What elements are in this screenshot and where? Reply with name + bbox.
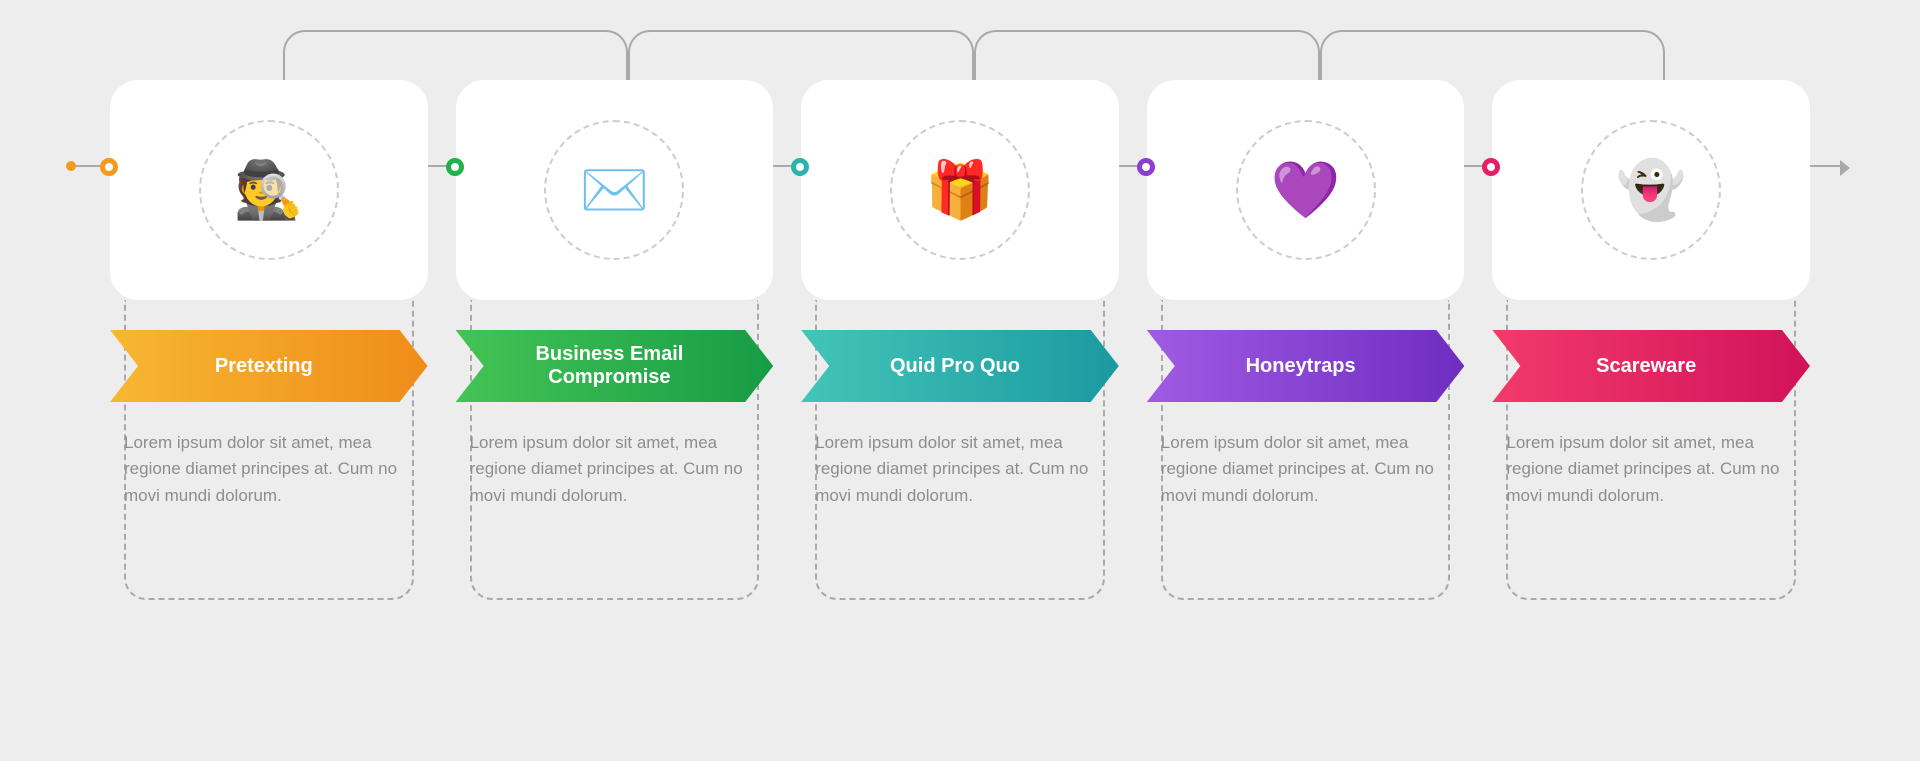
step-description: Lorem ipsum dolor sit amet, mea regione … <box>1492 430 1810 509</box>
icon-circle: 💜 <box>1236 120 1376 260</box>
step-card: 👻 <box>1492 80 1810 300</box>
fake-profile-icon: 💜 <box>1271 162 1341 218</box>
timeline-start-dot <box>66 161 76 171</box>
timeline-node-dot <box>446 158 464 176</box>
malicious-email-icon: ✉️ <box>580 162 650 218</box>
spy-phishing-icon: 🕵️ <box>234 162 304 218</box>
step-description: Lorem ipsum dolor sit amet, mea regione … <box>456 430 774 509</box>
step-description: Lorem ipsum dolor sit amet, mea regione … <box>801 430 1119 509</box>
timeline-end-arrow-icon <box>1840 160 1850 176</box>
icon-card-row: 🕵️ ✉️ 🎁 💜 👻 <box>110 80 1810 300</box>
step-arrow: Business Email Compromise <box>456 330 774 402</box>
gift-malware-icon: 🎁 <box>925 162 995 218</box>
step-card: 🎁 <box>801 80 1119 300</box>
icon-box: 💜 <box>1147 80 1465 300</box>
step-title: Honeytraps <box>1246 355 1356 378</box>
step-arrow: Honeytraps <box>1147 330 1465 402</box>
step-title: Scareware <box>1596 355 1696 378</box>
icon-box: 👻 <box>1492 80 1810 300</box>
icon-circle: 🎁 <box>890 120 1030 260</box>
description-row: Lorem ipsum dolor sit amet, mea regione … <box>110 430 1810 509</box>
step-description: Lorem ipsum dolor sit amet, mea regione … <box>1147 430 1465 509</box>
step-title: Pretexting <box>215 355 313 378</box>
step-card: ✉️ <box>456 80 774 300</box>
timeline-node-dot <box>1137 158 1155 176</box>
step-title: Quid Pro Quo <box>890 355 1020 378</box>
icon-circle: ✉️ <box>544 120 684 260</box>
step-arrow: Pretexting <box>110 330 428 402</box>
arrow-label-row: Pretexting Business Email Compromise Quid … <box>110 330 1810 402</box>
step-card: 💜 <box>1147 80 1465 300</box>
icon-box: 🎁 <box>801 80 1119 300</box>
step-description: Lorem ipsum dolor sit amet, mea regione … <box>110 430 428 509</box>
step-arrow: Scareware <box>1492 330 1810 402</box>
step-card: 🕵️ <box>110 80 428 300</box>
step-arrow: Quid Pro Quo <box>801 330 1119 402</box>
icon-circle: 🕵️ <box>199 120 339 260</box>
icon-circle: 👻 <box>1581 120 1721 260</box>
icon-box: ✉️ <box>456 80 774 300</box>
step-title: Business Email Compromise <box>476 343 744 389</box>
infographic-stage: 🕵️ ✉️ 🎁 💜 👻 Pretexting Business Email Comprom… <box>110 80 1810 680</box>
timeline-node-dot <box>100 158 118 176</box>
ghost-alert-icon: 👻 <box>1616 162 1686 218</box>
icon-box: 🕵️ <box>110 80 428 300</box>
